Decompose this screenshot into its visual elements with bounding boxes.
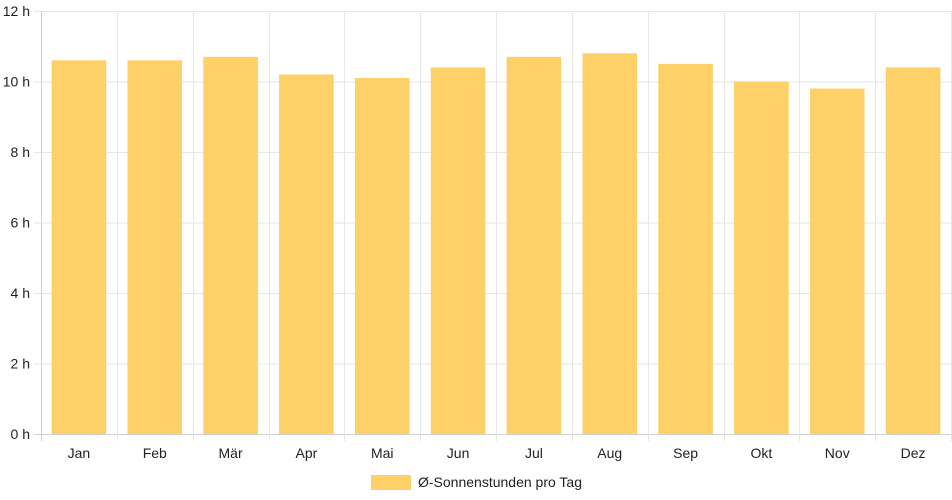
bar-sep[interactable] [658, 63, 713, 434]
x-tick-label: Dez [901, 445, 926, 461]
x-tick-label: Aug [597, 445, 622, 461]
x-tick-label: Jul [525, 445, 543, 461]
x-tick-label: Sep [673, 445, 698, 461]
x-tick-label: Apr [296, 445, 318, 461]
x-tick-label: Jan [68, 445, 91, 461]
y-tick-label: 2 h [11, 356, 30, 372]
y-tick-label: 8 h [11, 144, 30, 160]
bar-mai[interactable] [354, 77, 410, 434]
bar-mär[interactable] [203, 56, 258, 434]
y-tick-label: 10 h [3, 74, 30, 90]
bar-apr[interactable] [279, 74, 334, 434]
axes: 0 h 2 h 4 h 6 h 8 h 10 h 12 h Jan Feb Mär Apr Mai Ju… [3, 3, 926, 461]
legend[interactable]: Ø-Sonnenstunden pro Tag [371, 474, 582, 490]
x-tick-label: Nov [825, 445, 850, 461]
y-tick-label: 0 h [11, 426, 30, 442]
bar-okt[interactable] [734, 81, 789, 435]
x-tick-label: Mär [219, 445, 243, 461]
bar-nov[interactable] [809, 88, 865, 435]
y-tick-label: 6 h [11, 215, 30, 231]
legend-swatch[interactable] [371, 475, 411, 490]
grid [34, 11, 952, 441]
bars [51, 53, 941, 435]
y-tick-label: 4 h [11, 285, 30, 301]
bar-jul[interactable] [506, 56, 562, 434]
x-tick-label: Jun [447, 445, 470, 461]
bar-jan[interactable] [51, 60, 107, 434]
bar-aug[interactable] [582, 53, 638, 435]
legend-label[interactable]: Ø-Sonnenstunden pro Tag [418, 474, 582, 490]
bar-feb[interactable] [127, 60, 183, 434]
bar-dez[interactable] [885, 67, 941, 435]
x-tick-label: Okt [751, 445, 773, 461]
x-tick-label: Mai [371, 445, 394, 461]
x-tick-label: Feb [143, 445, 167, 461]
bar-jun[interactable] [430, 67, 486, 435]
y-tick-label: 12 h [3, 3, 30, 19]
